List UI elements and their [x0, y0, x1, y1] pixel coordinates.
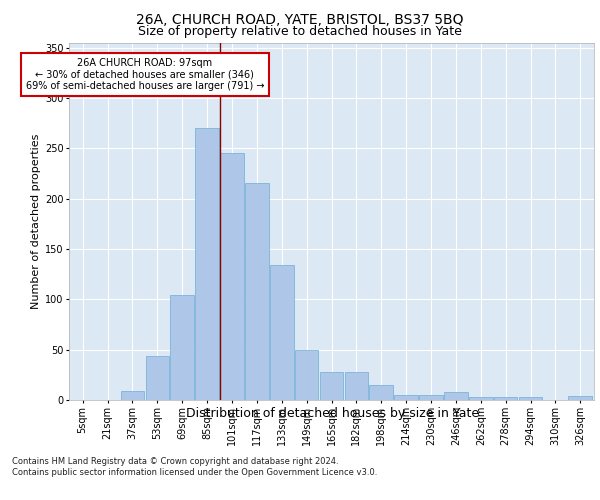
Bar [295, 350, 319, 400]
Bar [320, 372, 343, 400]
Bar [469, 397, 493, 400]
Bar [146, 356, 169, 400]
Text: 26A CHURCH ROAD: 97sqm
← 30% of detached houses are smaller (346)
69% of semi-de: 26A CHURCH ROAD: 97sqm ← 30% of detached… [26, 58, 264, 91]
Bar [245, 184, 269, 400]
Bar [121, 391, 144, 400]
Text: Contains HM Land Registry data © Crown copyright and database right 2024.
Contai: Contains HM Land Registry data © Crown c… [12, 458, 377, 477]
Bar [195, 128, 219, 400]
Bar [344, 372, 368, 400]
Bar [394, 395, 418, 400]
Bar [519, 397, 542, 400]
Bar [170, 296, 194, 400]
Bar [568, 396, 592, 400]
Bar [220, 154, 244, 400]
Bar [270, 265, 293, 400]
Bar [419, 395, 443, 400]
Bar [370, 385, 393, 400]
Bar [494, 397, 517, 400]
Text: Size of property relative to detached houses in Yate: Size of property relative to detached ho… [138, 25, 462, 38]
Text: 26A, CHURCH ROAD, YATE, BRISTOL, BS37 5BQ: 26A, CHURCH ROAD, YATE, BRISTOL, BS37 5B… [136, 12, 464, 26]
Text: Distribution of detached houses by size in Yate: Distribution of detached houses by size … [187, 408, 479, 420]
Bar [444, 392, 468, 400]
Y-axis label: Number of detached properties: Number of detached properties [31, 134, 41, 309]
